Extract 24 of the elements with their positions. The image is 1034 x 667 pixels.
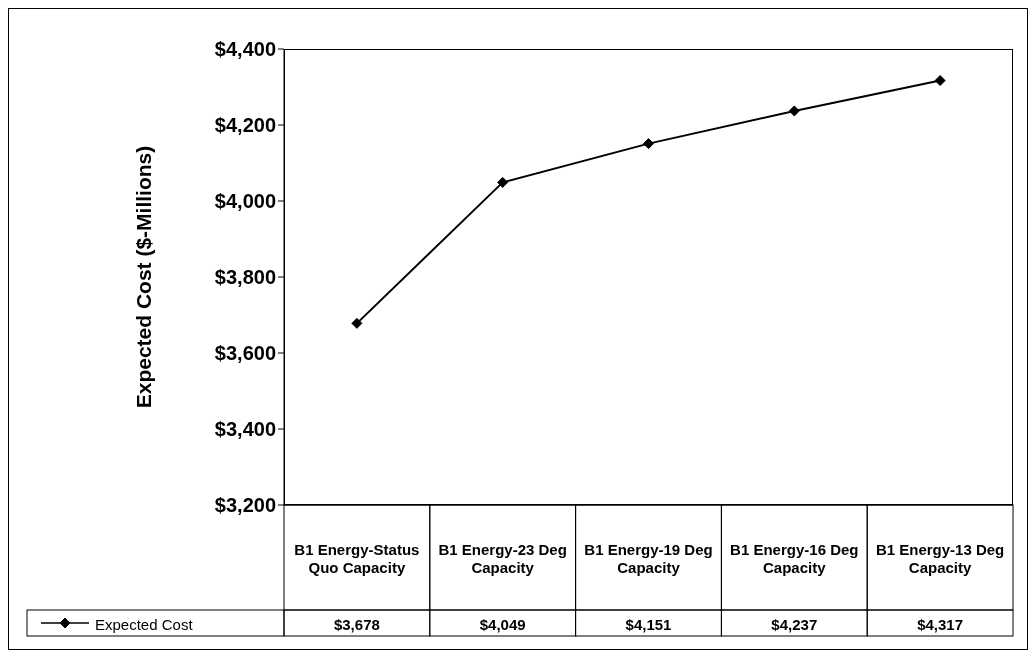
y-tick-label: $3,800	[214, 266, 276, 289]
y-axis-title: Expected Cost ($-Millions)	[132, 145, 156, 409]
y-tick-label: $3,600	[214, 342, 276, 365]
y-tick-label: $4,200	[214, 114, 276, 137]
y-tick-label: $4,400	[214, 38, 276, 61]
x-tick-label: B1 Energy-16 Deg Capacity	[730, 540, 859, 575]
data-label: $4,317	[917, 615, 964, 633]
point	[788, 105, 800, 117]
data-label: $4,237	[771, 615, 818, 633]
point	[934, 75, 946, 87]
point	[643, 138, 654, 150]
data-label: $4,049	[479, 615, 526, 633]
y-tick-label: $4,000	[214, 190, 276, 213]
x-tick-label: B1 Energy-19 Deg Capacity	[584, 540, 713, 575]
y-tick-label: $3,200	[214, 494, 276, 517]
point	[497, 176, 509, 188]
x-tick-label: B1 Energy-13 Deg Capacity	[875, 540, 1005, 575]
x-tick-label: B1 Energy-Status Quo Capacity	[294, 540, 420, 575]
legend-label: Expected Cost	[95, 615, 194, 633]
data-label: $4,151	[625, 615, 672, 633]
data-label: $3,678	[333, 615, 380, 633]
x-tick-label: B1 Energy-23 Deg Capacity	[438, 540, 567, 575]
point	[351, 317, 363, 329]
y-tick-label: $3,400	[214, 418, 276, 441]
